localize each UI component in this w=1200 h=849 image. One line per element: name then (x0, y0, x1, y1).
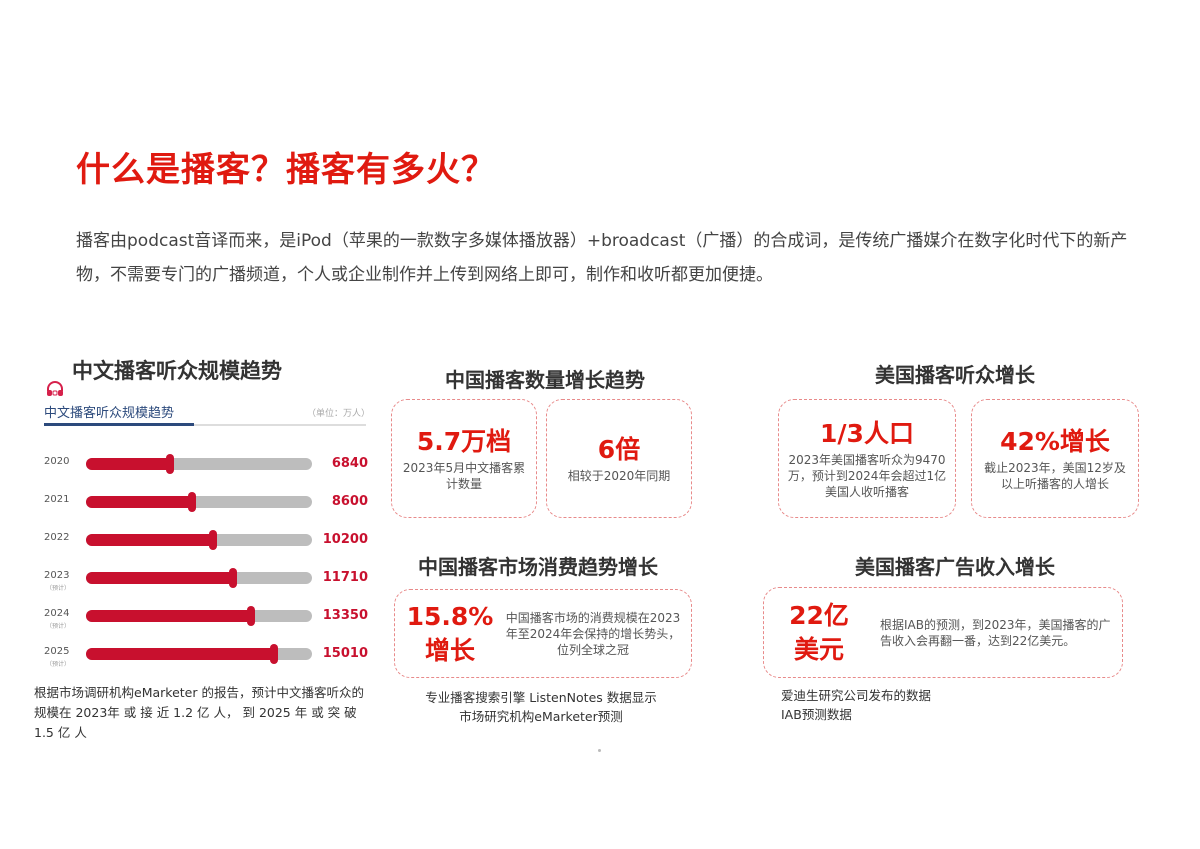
bar-estimate-label: （预计） (46, 585, 71, 592)
bar-knob (269, 644, 278, 664)
stat-desc: 根据IAB的预测，到2023年，美国播客的广告收入会再翻一番，达到22亿美元。 (880, 617, 1111, 648)
bar-year-label: 2024 (44, 608, 70, 619)
bar-value: 11710 (322, 570, 368, 585)
bar-value: 15010 (322, 646, 368, 661)
bar-value: 10200 (322, 532, 368, 547)
page-title: 什么是播客？播客有多火？ (76, 150, 496, 190)
stat-card-us-population: 1/3人口 2023年美国播客听众为9470万，预计到2024年会超过1亿美国人… (778, 399, 956, 518)
bar-knob (246, 606, 255, 626)
stat-value: 6倍 (597, 434, 641, 464)
section-title-audience-trend: 中文播客听众规模趋势 (72, 359, 282, 383)
headphone-icon (47, 381, 63, 396)
intro-paragraph: 播客由podcast音译而来，是iPod（苹果的一款数字多媒体播放器）+broa… (76, 231, 1128, 285)
bar-fill (86, 458, 170, 470)
bar-estimate-label: （预计） (46, 661, 71, 668)
bar-track (86, 454, 312, 474)
bar-row: 2024 （预计） 13350 (40, 606, 380, 638)
stat-desc: 截止2023年，美国12岁及以上听播客的人增长 (984, 460, 1126, 491)
bar-knob (188, 492, 197, 512)
bar-fill (86, 496, 193, 508)
stat-desc: 2023年美国播客听众为9470万，预计到2024年会超过1亿美国人收听播客 (787, 452, 947, 499)
bar-track (86, 606, 312, 626)
bar-year-label: 2021 (44, 494, 70, 505)
bar-row: 2025 （预计） 15010 (40, 644, 380, 676)
source-note-ad-revenue: 爱迪生研究公司发布的数据 IAB预测数据 (781, 688, 932, 722)
bar-knob (228, 568, 237, 588)
stat-value: 22亿 美元 (789, 600, 849, 664)
bar-track (86, 530, 312, 550)
section-title-us-ad-revenue: 美国播客广告收入增长 (855, 555, 1055, 579)
bar-estimate-label: （预计） (46, 623, 71, 630)
bar-knob (208, 530, 217, 550)
bar-row: 2020 6840 (40, 454, 380, 486)
stat-value: 15.8% 增长 (406, 601, 494, 665)
bar-track (86, 492, 312, 512)
bar-fill (86, 534, 213, 546)
bar-year-label: 2025 (44, 646, 70, 657)
bar-value: 8600 (331, 494, 368, 509)
bar-value: 13350 (322, 608, 368, 623)
page-marker (598, 749, 601, 752)
stat-card-growth-multiple: 6倍 相较于2020年同期 (546, 399, 692, 518)
bar-row: 2022 10200 (40, 530, 380, 562)
bar-year-label: 2022 (44, 532, 70, 543)
bar-track (86, 644, 312, 664)
stat-card-podcast-count: 5.7万档 2023年5月中文播客累计数量 (391, 399, 537, 518)
stat-value: 1/3人口 (820, 418, 914, 448)
stat-desc: 2023年5月中文播客累计数量 (402, 460, 526, 491)
bar-track (86, 568, 312, 588)
source-note-market: 专业播客搜索引擎 ListenNotes 数据显示 市场研究机构eMarkete… (425, 690, 657, 724)
chart-divider (44, 424, 366, 426)
stat-value: 42%增长 (1000, 426, 1110, 456)
bar-row: 2021 8600 (40, 492, 380, 524)
audience-note: 根据市场调研机构eMarketer 的报告，预计中文播客听众的规模在 2023年… (34, 685, 364, 740)
chart-divider-accent (44, 423, 194, 426)
stat-card-market-growth: 15.8% 增长 中国播客市场的消费规模在2023年至2024年会保持的增长势头… (394, 589, 692, 678)
stat-desc: 相较于2020年同期 (567, 468, 671, 483)
bar-year-label: 2020 (44, 456, 70, 467)
chart-unit-label: （单位：万人） (307, 409, 371, 419)
bar-row: 2023 （预计） 11710 (40, 568, 380, 600)
stat-card-ad-revenue: 22亿 美元 根据IAB的预测，到2023年，美国播客的广告收入会再翻一番，达到… (763, 587, 1123, 678)
section-title-podcast-count: 中国播客数量增长趋势 (445, 368, 645, 392)
stat-desc: 中国播客市场的消费规模在2023年至2024年会保持的增长势头，位列全球之冠 (505, 610, 681, 657)
bar-fill (86, 572, 233, 584)
section-title-us-audience: 美国播客听众增长 (875, 363, 1035, 387)
bar-year-label: 2023 (44, 570, 70, 581)
bar-value: 6840 (331, 456, 368, 471)
bar-knob (165, 454, 174, 474)
bar-fill (86, 648, 274, 660)
bar-fill (86, 610, 251, 622)
stat-card-us-growth: 42%增长 截止2023年，美国12岁及以上听播客的人增长 (971, 399, 1139, 518)
stat-value: 5.7万档 (416, 426, 512, 456)
section-title-market-consumption: 中国播客市场消费趋势增长 (418, 555, 658, 579)
chart-subtitle: 中文播客听众规模趋势 (44, 406, 175, 421)
